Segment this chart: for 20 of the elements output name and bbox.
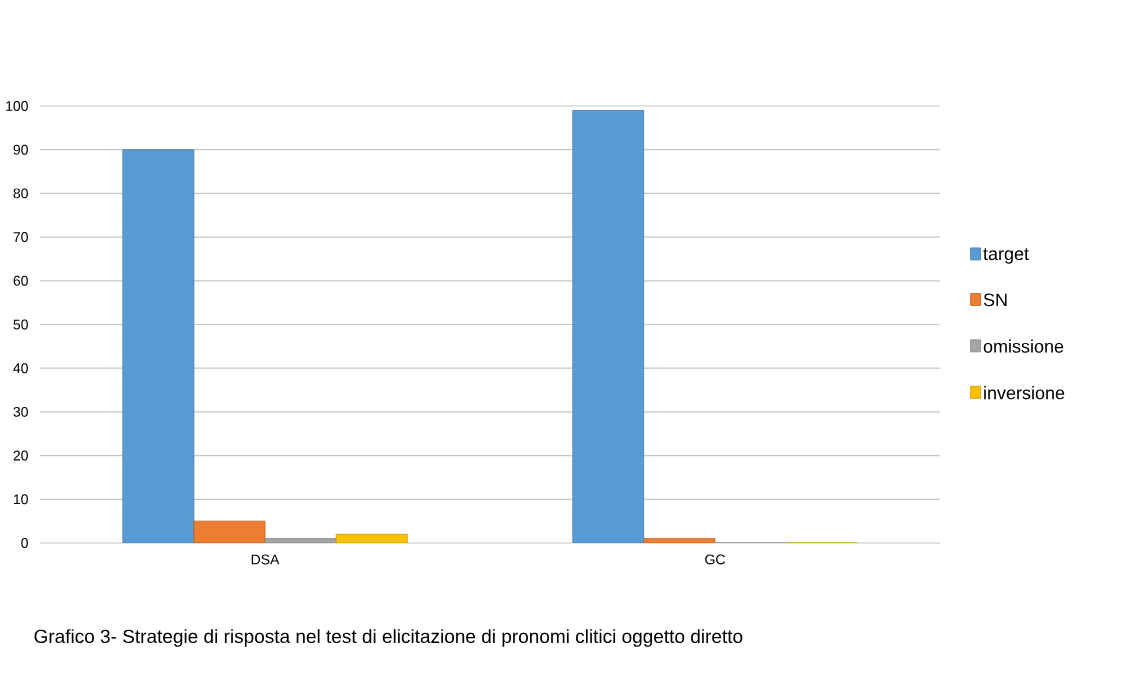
y-tick-label: 70 xyxy=(13,232,28,243)
text: Grafico 3- Strategie di risposta nel test di elicitazione di pronomi clitici oggetto diretto xyxy=(34,629,743,647)
y-tick-label: 10 xyxy=(13,494,28,505)
bar xyxy=(572,109,645,543)
y-tick-label: 30 xyxy=(13,406,28,417)
y-tick-label: 100 xyxy=(6,101,28,111)
x-tick-label: GC xyxy=(705,554,725,565)
y-tick-label: 60 xyxy=(13,275,28,286)
legend-label: SN xyxy=(983,293,1007,307)
y-tick-label: 0 xyxy=(21,538,28,548)
y-tick-label: 90 xyxy=(13,144,28,155)
bar xyxy=(122,149,195,543)
y-tick-label: 50 xyxy=(13,319,28,330)
y-tick-label: 80 xyxy=(13,188,28,199)
y-tick-label: 40 xyxy=(13,363,28,374)
legend-label: omissione xyxy=(983,339,1064,353)
x-tick-label: DSA xyxy=(251,554,280,565)
legend-label: target xyxy=(983,248,1029,264)
legend-label: inversione xyxy=(984,386,1065,400)
y-tick-label: 20 xyxy=(13,450,28,461)
